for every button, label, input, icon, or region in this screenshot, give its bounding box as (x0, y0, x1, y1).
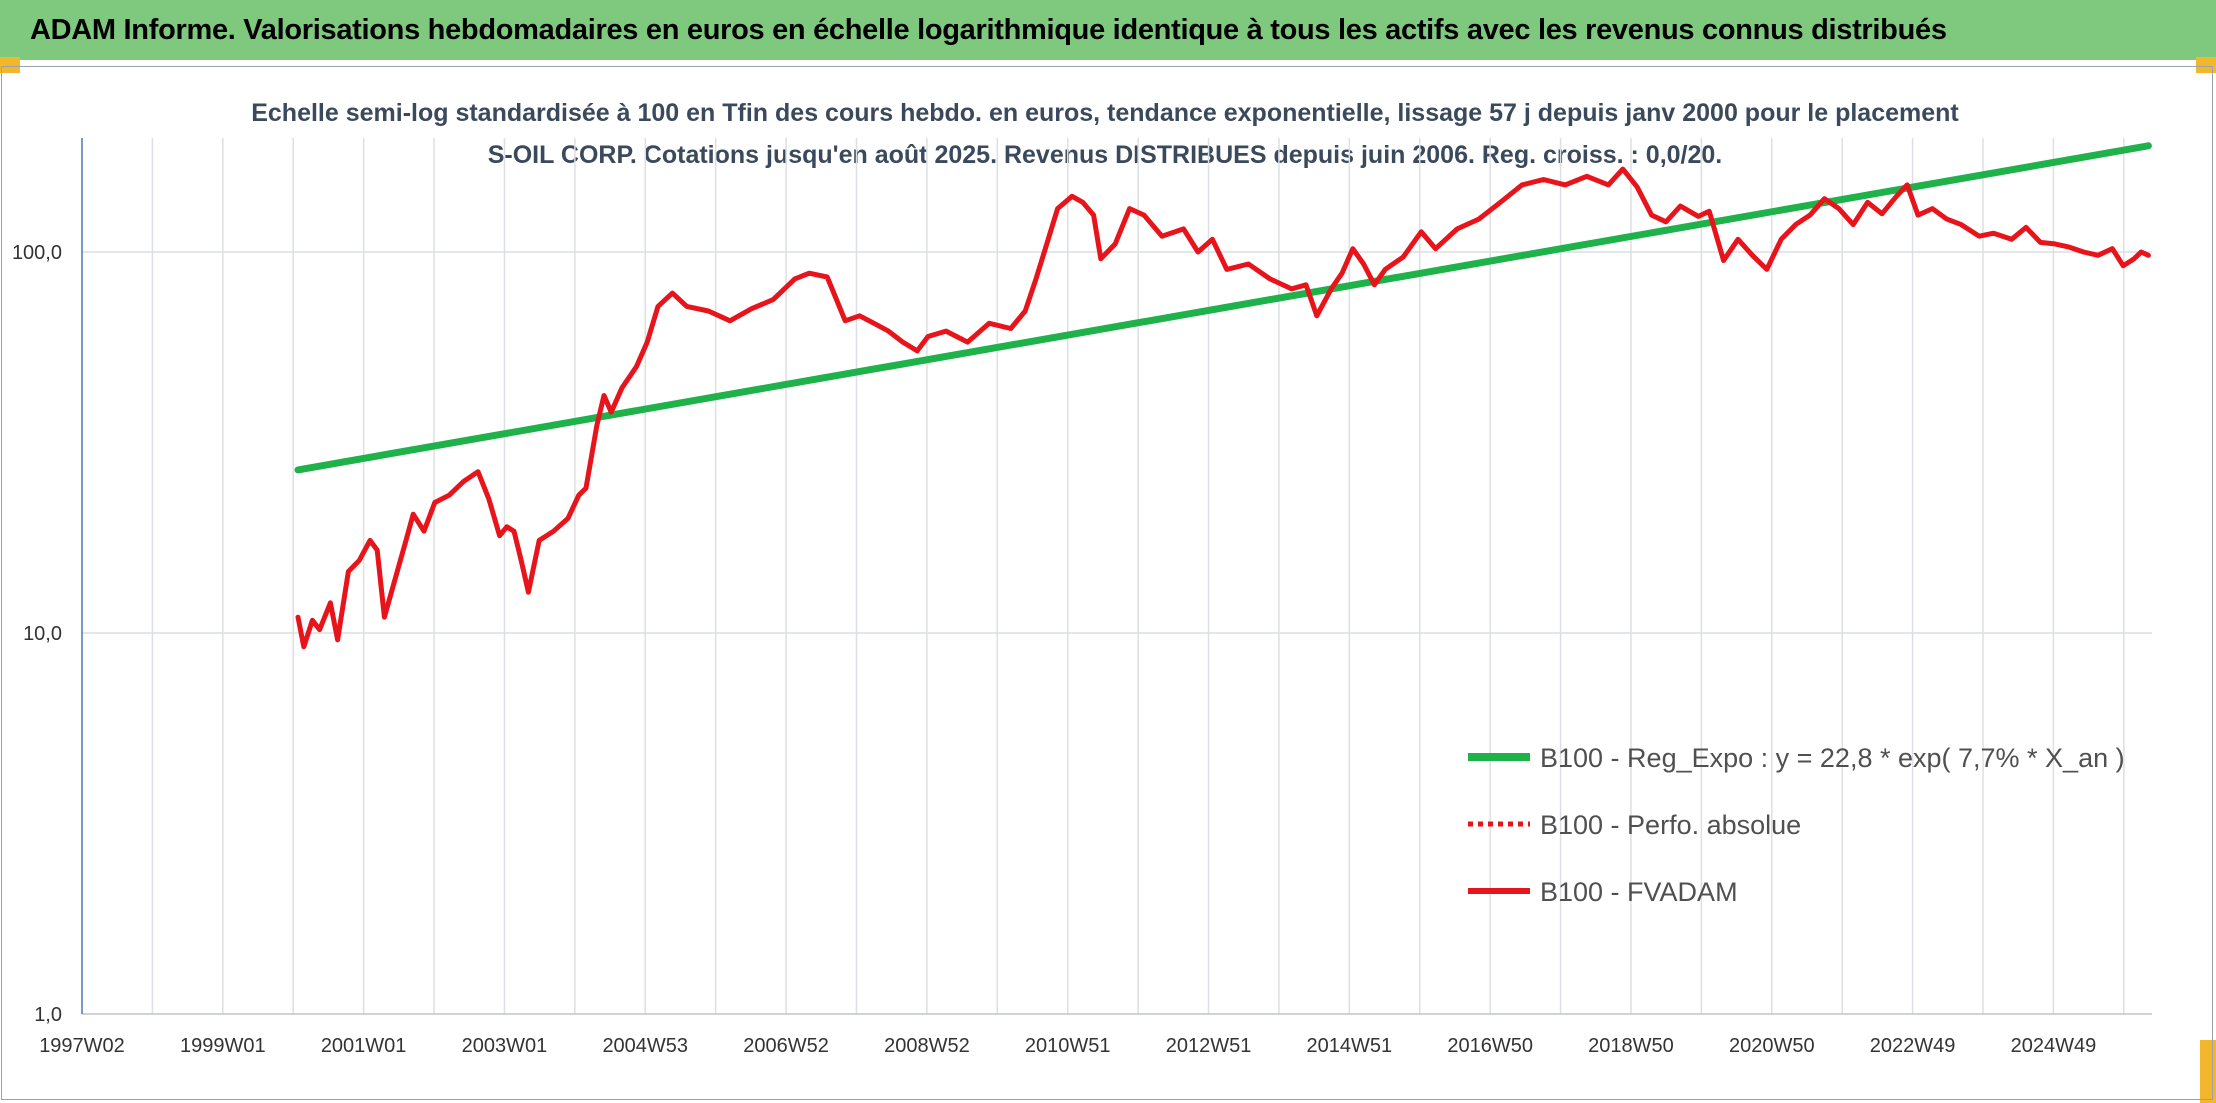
legend: B100 - Reg_Expo : y = 22,8 * exp( 7,7% *… (1468, 743, 2125, 907)
x-tick-label: 2001W01 (321, 1035, 407, 1057)
chart-frame (1, 66, 2213, 1100)
corner-marker-right (2196, 57, 2216, 73)
x-tick-label: 2014W51 (1307, 1035, 1393, 1057)
x-tick-label: 2012W51 (1166, 1035, 1252, 1057)
y-tick-label: 100,0 (12, 242, 62, 264)
legend-label: B100 - FVADAM (1540, 877, 1738, 907)
series-line-solid-green (294, 142, 2152, 474)
x-tick-label: 2016W50 (1447, 1035, 1533, 1057)
x-tick-label: 2018W50 (1588, 1035, 1674, 1057)
x-tick-label: 2003W01 (462, 1035, 548, 1057)
y-tick-label: 1,0 (34, 1004, 62, 1026)
y-axis-ticks: 1,0 10,0 100,0 (12, 242, 62, 1026)
x-tick-label: 2006W52 (743, 1035, 829, 1057)
x-tick-label: 2020W50 (1729, 1035, 1815, 1057)
y-tick-label: 10,0 (23, 623, 62, 645)
x-axis-ticks: 1997W02 1999W01 2001W01 2003W01 2004W53 2006W… (39, 1035, 2096, 1057)
legend-label: B100 - Perfo. absolue (1540, 810, 1801, 840)
x-tick-label: 2024W49 (2011, 1035, 2097, 1057)
x-tick-label: 2004W53 (602, 1035, 688, 1057)
series-line-solid-red (295, 166, 2151, 650)
x-tick-label: 2010W51 (1025, 1035, 1111, 1057)
report-banner-title: ADAM Informe. Valorisations hebdomadaire… (0, 0, 2216, 60)
x-tick-label: 1999W01 (180, 1035, 266, 1057)
series-lines (294, 142, 2152, 650)
x-tick-label: 2008W52 (884, 1035, 970, 1057)
x-tick-label: 2022W49 (1870, 1035, 1956, 1057)
axes (81, 138, 2152, 1015)
corner-marker-left (0, 57, 20, 73)
legend-label: B100 - Reg_Expo : y = 22,8 * exp( 7,7% *… (1540, 743, 2125, 773)
grid-lines (82, 138, 2152, 1014)
x-tick-label: 1997W02 (39, 1035, 125, 1057)
chart-title: Echelle semi-log standardisée à 100 en T… (251, 99, 1959, 169)
